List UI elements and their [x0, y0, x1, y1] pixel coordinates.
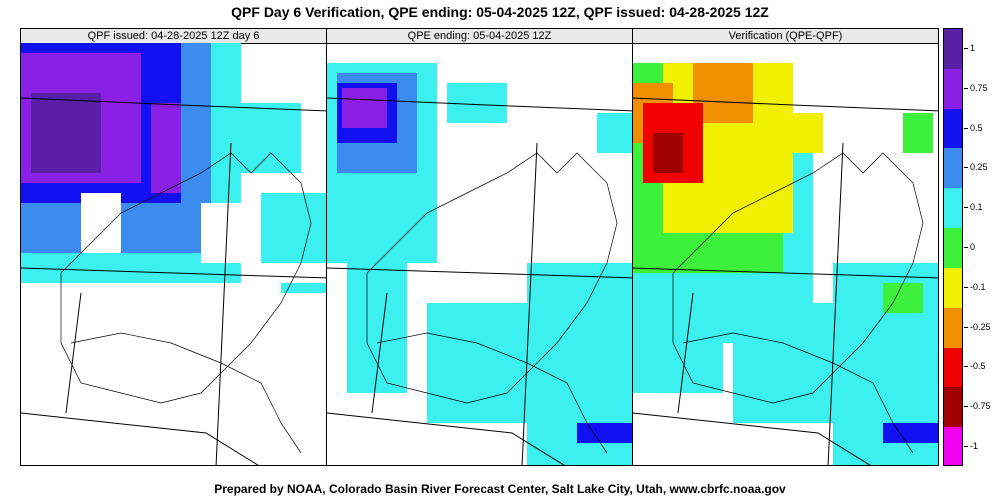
colorbar-tick-label: -0.1 — [970, 281, 986, 292]
colorbar-segment — [944, 427, 962, 465]
basin-outlines — [672, 152, 924, 454]
colorbar-segment — [944, 347, 962, 388]
colorbar-segment — [944, 387, 962, 428]
colorbar-segment — [944, 188, 962, 229]
qpf-map — [21, 43, 326, 465]
colorbar-segment — [944, 307, 962, 348]
colorbar-tick — [964, 167, 968, 169]
qpf-panel-label: QPF issued: 04-28-2025 12Z day 6 — [21, 29, 326, 44]
colorbar-segment — [944, 228, 962, 268]
precip-layer — [327, 63, 632, 465]
precip-layer — [633, 63, 938, 465]
footer-credit: Prepared by NOAA, Colorado Basin River F… — [214, 482, 786, 496]
qpe-panel-label: QPE ending: 05-04-2025 12Z — [327, 29, 632, 44]
colorbar-segment — [944, 68, 962, 109]
verification-map — [633, 63, 938, 465]
colorbar-tick-label: -1 — [970, 441, 979, 452]
colorbar-tick-label: 0.75 — [970, 82, 988, 93]
state-boundaries — [327, 97, 632, 465]
colorbar-tick — [964, 406, 968, 408]
colorbar-tick — [964, 446, 968, 448]
colorbar-segment — [944, 29, 962, 69]
colorbar-tick — [964, 326, 968, 328]
verification-panel-label: Verification (QPE-QPF) — [633, 29, 938, 44]
colorbar-tick-label: -0.75 — [970, 401, 991, 412]
colorbar-tick — [964, 366, 968, 368]
colorbar-segment — [944, 148, 962, 189]
map-title: QPF Day 6 Verification, QPE ending: 05-0… — [231, 4, 769, 20]
colorbar-tick — [964, 286, 968, 288]
colorbar-tick-label: -0.5 — [970, 361, 986, 372]
colorbar-tick — [964, 47, 968, 49]
colorbar-tick-label: -0.25 — [970, 321, 991, 332]
colorbar-tick-label: 0.25 — [970, 162, 988, 173]
colorbar — [943, 28, 963, 466]
verification-panel: Verification (QPE-QPF) — [632, 28, 939, 466]
state-boundaries — [21, 97, 326, 465]
basin-outlines — [366, 152, 618, 454]
colorbar-tick-label: 0 — [970, 242, 976, 252]
colorbar-tick — [964, 207, 968, 209]
qpf-panel: QPF issued: 04-28-2025 12Z day 6 — [20, 28, 327, 466]
colorbar-segment — [944, 108, 962, 149]
colorbar-tick — [964, 247, 968, 248]
colorbar-tick — [964, 87, 968, 89]
colorbar-tick-label: 0.5 — [970, 122, 983, 133]
colorbar-tick — [964, 127, 968, 129]
colorbar-segment — [944, 267, 962, 308]
colorbar-tick-label: 1 — [970, 42, 976, 53]
qpe-panel: QPE ending: 05-04-2025 12Z — [326, 28, 633, 466]
colorbar-tick-label: 0.1 — [970, 202, 983, 213]
qpe-map — [327, 63, 632, 465]
state-boundaries — [633, 97, 938, 465]
basin-outlines — [60, 152, 312, 454]
